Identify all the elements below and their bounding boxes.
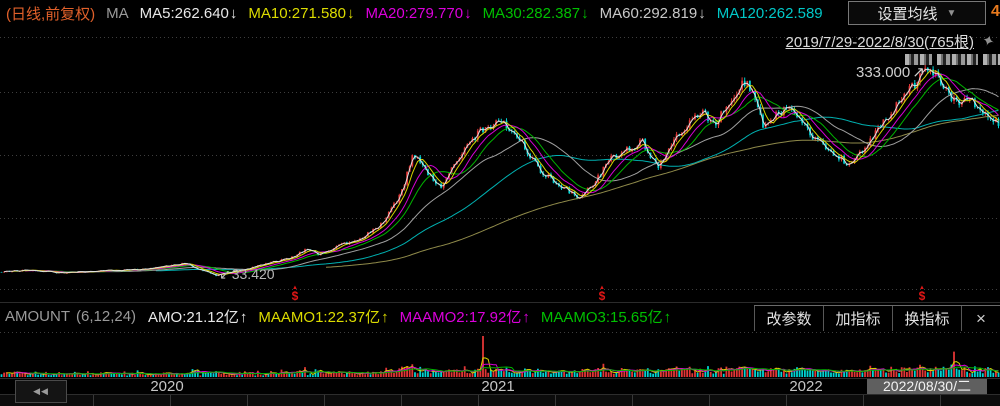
indicator-params: (6,12,24) <box>76 308 137 325</box>
dividend-event-marker: ▲ $ <box>291 285 299 303</box>
dividend-event-marker: ▲ $ <box>598 285 606 303</box>
dividend-event-marker: ▲ $ <box>918 285 926 303</box>
redacted-stock-name <box>905 54 932 65</box>
ma60-readout: MA60:292.819↓ <box>600 5 706 22</box>
ma-value: MA10:271.580 <box>248 4 346 22</box>
trend-arrow-icon: ↑ <box>381 309 389 326</box>
rewind-button[interactable]: ◀◀ <box>15 380 67 403</box>
ma10-readout: MA10:271.580↓ <box>248 5 354 22</box>
time-axis: 2022/08/30/二 2020 2021 2022 <box>0 379 1000 394</box>
change-params-button[interactable]: 改参数 <box>754 306 823 331</box>
date-range-label: 2019/7/29-2022/8/30(765根) <box>785 34 974 51</box>
maamo2-readout: MAAMO2:17.92亿↑ <box>400 306 530 327</box>
redacted-stock-name <box>937 54 978 65</box>
ma-indicator-bar: (日线,前复权) MA MA5:262.640↓ MA10:271.580↓ M… <box>0 0 1000 26</box>
timeline-year-label: 2021 <box>481 378 515 395</box>
maamo3-readout: MAAMO3:15.65亿↑ <box>541 306 671 327</box>
timeline-year-label: 2022 <box>789 378 823 395</box>
close-indicator-button[interactable]: × <box>961 306 1000 331</box>
trend-arrow-icon: ↓ <box>581 4 589 22</box>
dollar-icon: $ <box>598 289 606 303</box>
ma-settings-label: 设置均线 <box>877 5 938 23</box>
switch-indicator-button[interactable]: 换指标 <box>892 306 961 331</box>
ma-value: MA120:262.589 <box>716 4 823 22</box>
amount-indicator-bar: AMOUNT (6,12,24) AMO:21.12亿↑ MAAMO1:22.3… <box>0 302 1000 331</box>
lowest-price-value: 33.420 <box>231 266 275 282</box>
indicator-toolbar: 改参数 加指标 换指标 × <box>754 305 1000 331</box>
add-indicator-button[interactable]: 加指标 <box>823 306 892 331</box>
marker-triangle-icon: ▲ <box>292 285 298 291</box>
indicator-name: AMOUNT <box>5 308 70 325</box>
amo-value: AMO:21.12亿 <box>148 309 239 326</box>
lowest-price-label: ↙33.420 <box>219 266 275 283</box>
ma-settings-button[interactable]: 设置均线 ▼ <box>848 1 986 25</box>
ma-value: MA30:282.387 <box>482 4 581 22</box>
trend-arrow-icon: ↑ <box>522 309 530 326</box>
arrow-down-left-icon: ↙ <box>219 266 231 282</box>
marker-triangle-icon: ▲ <box>599 285 605 291</box>
chevron-down-icon: ▼ <box>946 7 957 19</box>
marker-triangle-icon: ▲ <box>919 285 925 291</box>
dollar-icon: $ <box>918 289 926 303</box>
trend-arrow-icon: ↑ <box>239 309 248 326</box>
arrow-up-right-icon: ↗ <box>912 64 925 81</box>
clipped-axis-digit: 4 <box>991 3 1000 20</box>
trend-arrow-icon: ↑ <box>663 309 672 326</box>
ma-value: MA60:292.819 <box>599 4 698 22</box>
highest-price-label: 333.000 ↗ <box>856 63 925 81</box>
maamo1-value: MAAMO1:22.37亿 <box>258 309 381 326</box>
bottom-scrollbar[interactable] <box>0 394 1000 406</box>
maamo2-value: MAAMO2:17.92亿 <box>399 309 522 326</box>
trend-arrow-icon: ↓ <box>229 4 238 22</box>
dollar-icon: $ <box>291 289 299 303</box>
period-adjustment-label: (日线,前复权) <box>6 5 96 23</box>
trend-arrow-icon: ↓ <box>464 4 472 22</box>
amo-readout: AMO:21.12亿↑ <box>148 306 247 327</box>
ma20-readout: MA20:279.770↓ <box>365 5 471 22</box>
maamo3-value: MAAMO3:15.65亿 <box>540 309 663 326</box>
ma120-readout: MA120:262.589 <box>717 5 824 22</box>
ma30-readout: MA30:282.387↓ <box>483 5 589 22</box>
trend-arrow-icon: ↓ <box>698 4 706 22</box>
rewind-icon: ◀◀ <box>33 386 49 396</box>
ma-group-name: MA <box>106 4 129 22</box>
timeline-year-label: 2020 <box>150 378 184 395</box>
trend-arrow-icon: ↓ <box>346 4 355 22</box>
ma5-readout: MA5:262.640↓ <box>140 5 238 22</box>
highest-price-value: 333.000 <box>856 64 911 81</box>
maamo1-readout: MAAMO1:22.37亿↑ <box>258 306 388 327</box>
redacted-stock-name <box>983 54 1000 65</box>
current-date-label: 2022/08/30/二 <box>867 379 987 394</box>
ma-value: MA5:262.640 <box>139 4 229 22</box>
ma-value: MA20:279.770 <box>365 4 464 22</box>
